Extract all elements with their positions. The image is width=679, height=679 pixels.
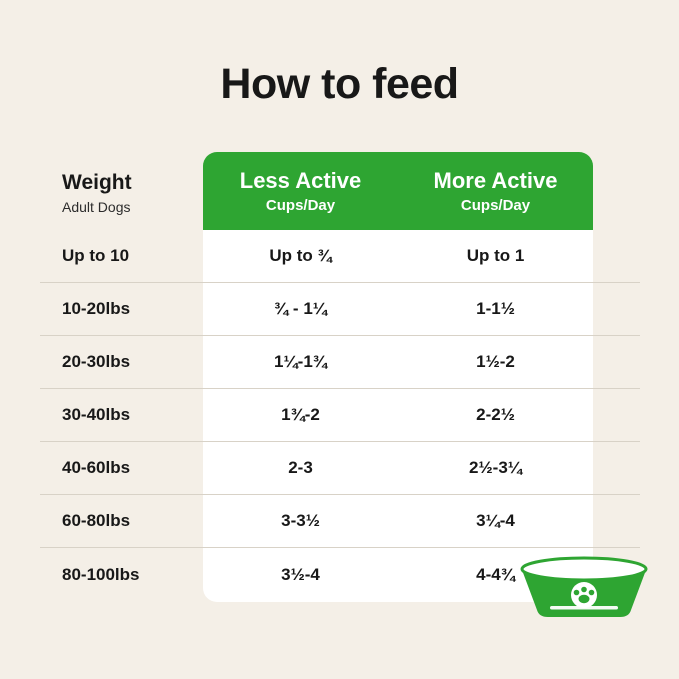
less-active-cell: 1¾-2 [281,405,320,424]
weight-cell: 10-20lbs [62,299,131,318]
weight-cell: 30-40lbs [62,405,131,424]
less-active-label: Less Active [239,168,362,193]
table-rows: Up to 10 Up to ¾ Up to 1 10-20lbs ¾ - 1¼… [40,230,640,601]
less-active-cell: ¾ - 1¼ [274,299,327,318]
table-row: 10-20lbs ¾ - 1¼ 1-1½ [40,283,640,336]
weight-sublabel: Adult Dogs [62,199,131,215]
more-active-sublabel: Cups/Day [460,197,531,214]
weight-label: Weight [62,171,132,194]
less-active-cell: 3-3½ [281,511,320,530]
more-active-cell: 2½-3¼ [469,458,522,477]
weight-cell: 80-100lbs [62,564,140,584]
more-active-cell: 1½-2 [476,352,515,371]
weight-column-header: Weight Adult Dogs [62,171,132,215]
more-active-cell: 1-1½ [476,299,515,318]
table-row: 80-100lbs 3½-4 4-4¾ [40,548,640,601]
table-header: Less Active Cups/Day More Active Cups/Da… [203,152,593,230]
less-active-sublabel: Cups/Day [265,197,336,214]
table-row: 20-30lbs 1¼-1¾ 1½-2 [40,336,640,389]
table-row: Up to 10 Up to ¾ Up to 1 [40,230,640,283]
weight-cell: 40-60lbs [62,458,131,477]
less-active-cell: 1¼-1¾ [274,352,327,371]
page-title: How to feed [220,60,459,108]
column-header-less-active: Less Active Cups/Day [203,152,398,230]
less-active-cell: Up to ¾ [269,246,332,265]
more-active-cell: 4-4¾ [476,564,515,584]
more-active-cell: 2-2½ [476,405,515,424]
table-row: 40-60lbs 2-3 2½-3¼ [40,442,640,495]
less-active-cell: 3½-4 [281,564,320,584]
dog-bowl-icon [514,554,654,631]
weight-cell: 60-80lbs [62,511,131,530]
table-row: 30-40lbs 1¾-2 2-2½ [40,389,640,442]
more-active-label: More Active [433,168,558,193]
more-active-cell: 3¼-4 [476,511,515,530]
more-active-cell: Up to 1 [466,246,525,265]
column-header-more-active: More Active Cups/Day [398,152,593,230]
weight-cell: 20-30lbs [62,352,131,371]
less-active-cell: 2-3 [288,458,313,477]
table-row: 60-80lbs 3-3½ 3¼-4 [40,495,640,548]
table-body-background [203,230,593,602]
weight-cell: Up to 10 [62,246,130,265]
